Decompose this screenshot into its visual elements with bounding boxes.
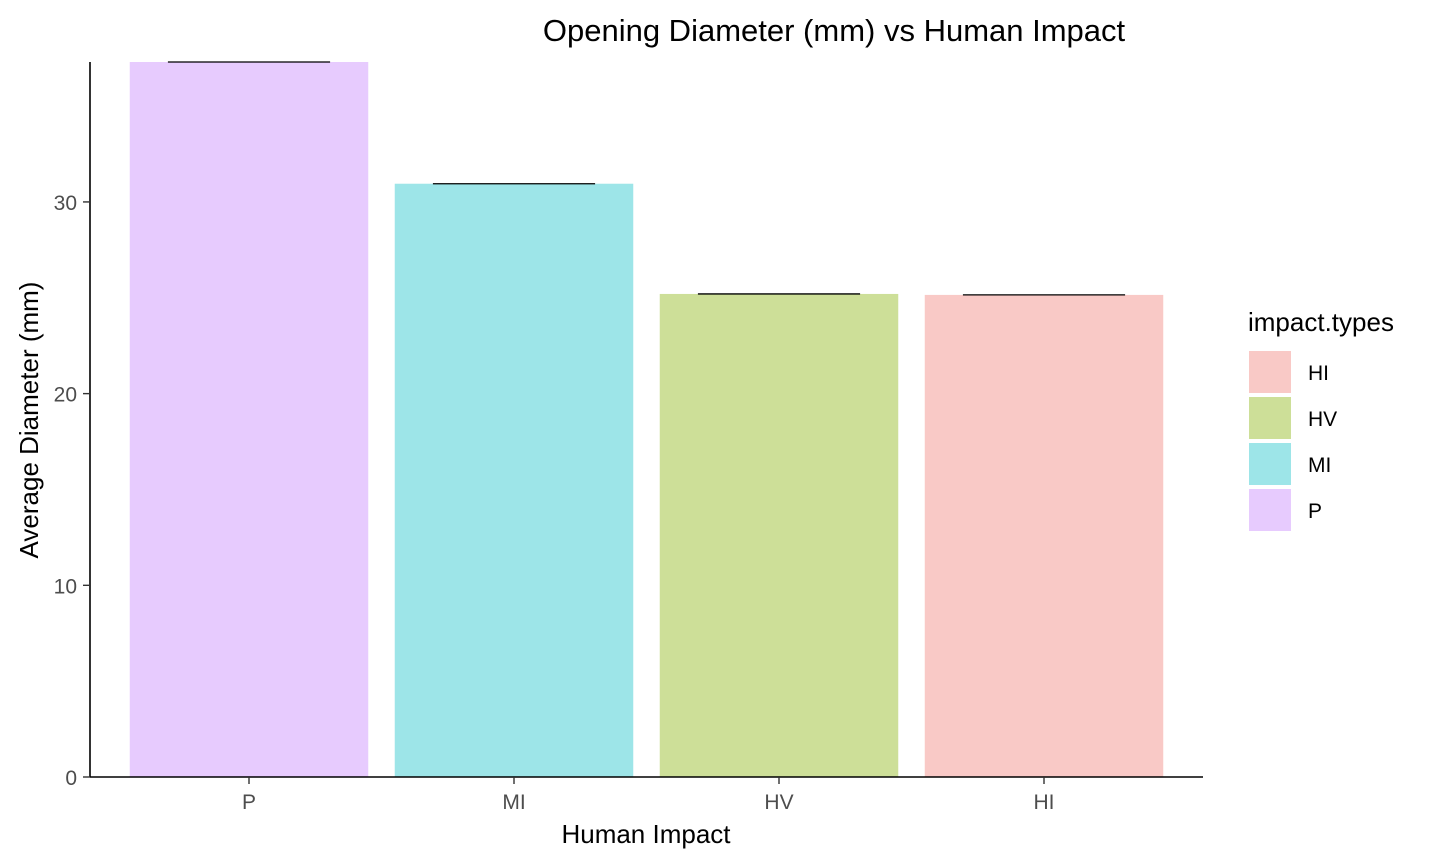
- y-tick-label-0: 0: [65, 767, 77, 790]
- legend-title: impact.types: [1248, 307, 1394, 337]
- bar-p: [129, 62, 369, 777]
- legend-label-hi: HI: [1308, 362, 1329, 385]
- y-tick-label-30: 30: [54, 192, 77, 215]
- chart-title: Opening Diameter (mm) vs Human Impact: [543, 13, 1126, 48]
- legend-key-mi: [1249, 443, 1291, 485]
- bar-hi: [924, 294, 1164, 777]
- legend-items: HI HV MI P: [1249, 351, 1337, 531]
- bars-layer: [129, 62, 1164, 777]
- legend-label-hv: HV: [1308, 408, 1337, 431]
- y-tick-label-10: 10: [54, 575, 77, 598]
- y-tick-label-20: 20: [54, 384, 77, 407]
- legend-label-p: P: [1308, 500, 1322, 523]
- plot-area: 0 10 20 30 P MI HV HI: [54, 61, 1203, 814]
- x-tick-label-hi: HI: [1034, 791, 1055, 814]
- legend-key-p: [1249, 489, 1291, 531]
- y-ticks-layer: 0 10 20 30: [54, 192, 90, 790]
- x-ticks-layer: P MI HV HI: [242, 777, 1055, 814]
- error-bars-layer: [167, 61, 1126, 296]
- bar-hv: [659, 293, 899, 777]
- x-tick-label-p: P: [242, 791, 256, 814]
- legend-key-hi: [1249, 351, 1291, 393]
- x-tick-label-hv: HV: [764, 791, 793, 814]
- legend-label-mi: MI: [1308, 454, 1331, 477]
- bar-mi: [394, 183, 634, 777]
- y-axis-title: Average Diameter (mm): [14, 282, 44, 559]
- x-axis-title: Human Impact: [561, 819, 731, 849]
- legend: impact.types HI HV MI P: [1248, 307, 1394, 531]
- x-tick-label-mi: MI: [502, 791, 525, 814]
- legend-key-hv: [1249, 397, 1291, 439]
